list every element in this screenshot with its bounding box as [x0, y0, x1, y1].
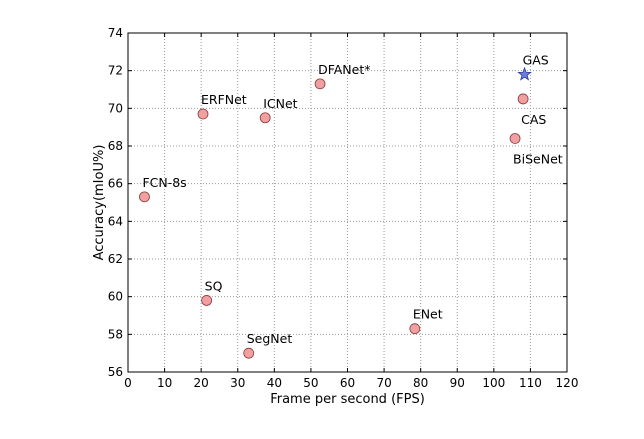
point-bisenet	[509, 133, 521, 144]
point-label-gas: GAS	[523, 52, 549, 67]
data-points: FCN-8s ERFNet SQ SegNet ICNet DFANet* ENet BiSe…	[139, 52, 563, 359]
x-tick-label: 30	[230, 376, 245, 390]
point-gas	[517, 66, 532, 81]
point-label-dfanet: DFANet*	[318, 62, 370, 77]
y-tick-label: 66	[108, 177, 123, 191]
x-tick-label: 100	[482, 376, 505, 390]
point-icnet	[259, 112, 271, 124]
y-tick-label: 58	[108, 327, 123, 341]
x-tick-label: 60	[340, 376, 355, 390]
y-axis-label: Accuracy(mIoU%)	[92, 145, 107, 261]
point-fcn-8s	[139, 191, 150, 203]
point-dfanet	[314, 78, 326, 90]
x-axis-label: Frame per second (FPS)	[270, 392, 425, 407]
y-tick-label: 56	[108, 365, 123, 379]
point-enet	[409, 323, 421, 335]
x-tick-label: 110	[519, 376, 542, 390]
point-label-erfnet: ERFNet	[201, 92, 247, 107]
plot-frame	[127, 32, 568, 373]
point-sq	[201, 295, 213, 306]
x-tick-label: 10	[157, 376, 172, 390]
x-tick-label: 0	[124, 376, 132, 390]
point-label-cas: CAS	[521, 112, 546, 127]
point-label-enet: ENet	[413, 307, 443, 322]
x-tick-label: 120	[556, 376, 579, 390]
y-tick-label: 72	[108, 64, 123, 78]
point-segnet	[243, 347, 255, 359]
y-tick-label: 62	[108, 252, 123, 266]
point-label-sq: SQ	[205, 278, 223, 293]
x-tick-label: 80	[413, 376, 428, 390]
x-tick-label: 90	[450, 376, 465, 390]
point-label-fcn-8s: FCN-8s	[142, 175, 186, 190]
x-tick-label: 20	[194, 376, 209, 390]
y-tick-label: 60	[108, 290, 123, 304]
point-label-segnet: SegNet	[247, 331, 293, 346]
y-tick-label: 64	[108, 214, 123, 228]
gridlines	[128, 33, 567, 372]
y-axis-ticks: 56 58 60 62 64 66 68 70 72 74	[108, 26, 567, 379]
x-tick-label: 50	[303, 376, 318, 390]
y-tick-label: 68	[108, 139, 123, 153]
y-tick-label: 70	[108, 101, 123, 115]
x-tick-label: 70	[376, 376, 391, 390]
x-axis-ticks: 0 10 20 30 40 50 60 70 80 90 100 110 120	[124, 33, 578, 390]
point-cas	[517, 93, 529, 105]
point-label-bisenet: BiSeNet	[513, 151, 563, 166]
x-tick-label: 40	[267, 376, 282, 390]
y-tick-label: 74	[108, 26, 123, 40]
point-erfnet	[197, 108, 209, 120]
point-label-icnet: ICNet	[263, 96, 297, 111]
